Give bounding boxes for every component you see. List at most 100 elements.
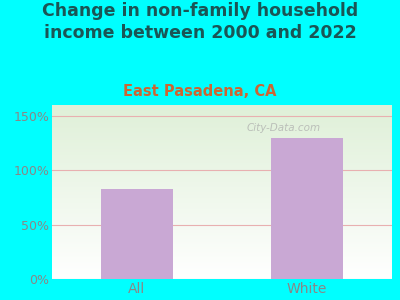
Bar xyxy=(52,163,392,164)
Bar xyxy=(52,251,392,252)
Bar xyxy=(52,146,392,147)
Bar xyxy=(52,124,392,125)
Bar xyxy=(52,168,392,169)
Bar xyxy=(52,160,392,161)
Bar xyxy=(52,202,392,203)
Bar xyxy=(52,113,392,114)
Bar xyxy=(52,120,392,121)
Bar xyxy=(52,186,392,187)
Text: East Pasadena, CA: East Pasadena, CA xyxy=(123,84,277,99)
Bar xyxy=(52,188,392,189)
Bar xyxy=(52,179,392,180)
Bar xyxy=(52,181,392,182)
Bar xyxy=(52,221,392,222)
Bar xyxy=(52,237,392,238)
Bar xyxy=(52,167,392,168)
Bar xyxy=(52,259,392,260)
Bar xyxy=(52,244,392,245)
Bar xyxy=(52,248,392,249)
Bar xyxy=(52,199,392,200)
Bar xyxy=(52,231,392,232)
Bar xyxy=(52,269,392,270)
Bar xyxy=(52,213,392,214)
Bar xyxy=(52,182,392,183)
Bar xyxy=(52,257,392,258)
Bar xyxy=(52,162,392,163)
Bar xyxy=(52,140,392,141)
Bar xyxy=(52,117,392,118)
Bar xyxy=(52,150,392,151)
Bar xyxy=(52,129,392,130)
Bar xyxy=(52,265,392,266)
Bar xyxy=(52,187,392,188)
Bar xyxy=(52,268,392,269)
Bar xyxy=(52,220,392,221)
Bar xyxy=(52,133,392,134)
Bar xyxy=(52,111,392,112)
Bar xyxy=(52,165,392,166)
Bar xyxy=(52,119,392,120)
Bar xyxy=(52,278,392,279)
Bar xyxy=(52,134,392,135)
Bar xyxy=(52,249,392,250)
Bar xyxy=(52,157,392,158)
Bar xyxy=(52,203,392,204)
Bar xyxy=(52,274,392,275)
Bar xyxy=(52,258,392,259)
Bar xyxy=(52,238,392,239)
Bar xyxy=(52,191,392,192)
Bar xyxy=(52,212,392,213)
Bar xyxy=(52,169,392,170)
Bar xyxy=(52,236,392,237)
Bar xyxy=(52,277,392,278)
Bar xyxy=(52,115,392,116)
Bar xyxy=(52,226,392,227)
Bar xyxy=(52,189,392,190)
Bar xyxy=(52,229,392,230)
Bar xyxy=(52,247,392,248)
Bar xyxy=(52,250,392,251)
Bar xyxy=(52,142,392,143)
Bar xyxy=(52,110,392,111)
Bar xyxy=(52,273,392,274)
Bar xyxy=(52,276,392,277)
Bar xyxy=(52,169,392,170)
Bar xyxy=(52,204,392,205)
Bar xyxy=(52,252,392,253)
Bar xyxy=(52,153,392,154)
Bar xyxy=(52,184,392,185)
Bar xyxy=(52,245,392,246)
Bar xyxy=(52,272,392,273)
Bar xyxy=(52,116,392,117)
Bar xyxy=(52,200,392,201)
Bar xyxy=(52,164,392,165)
Bar xyxy=(52,239,392,240)
Bar xyxy=(52,267,392,268)
Bar xyxy=(52,246,392,247)
Bar xyxy=(52,218,392,219)
Bar xyxy=(52,159,392,160)
Bar xyxy=(52,144,392,145)
Bar xyxy=(52,275,392,276)
Bar xyxy=(52,130,392,131)
Bar xyxy=(52,112,392,113)
Bar xyxy=(52,161,392,162)
Bar xyxy=(52,214,392,215)
Bar xyxy=(52,166,392,167)
Bar xyxy=(52,138,392,139)
Bar xyxy=(52,118,392,119)
Bar xyxy=(52,235,392,236)
Bar xyxy=(52,255,392,256)
Bar xyxy=(52,219,392,220)
Bar xyxy=(52,141,392,142)
Bar xyxy=(52,196,392,197)
Bar xyxy=(52,158,392,159)
Bar xyxy=(52,254,392,255)
Bar xyxy=(52,132,392,133)
Bar xyxy=(52,206,392,207)
Bar xyxy=(52,122,392,123)
Bar xyxy=(52,143,392,144)
Bar xyxy=(52,114,392,115)
Bar xyxy=(52,271,392,272)
Bar xyxy=(52,240,392,241)
